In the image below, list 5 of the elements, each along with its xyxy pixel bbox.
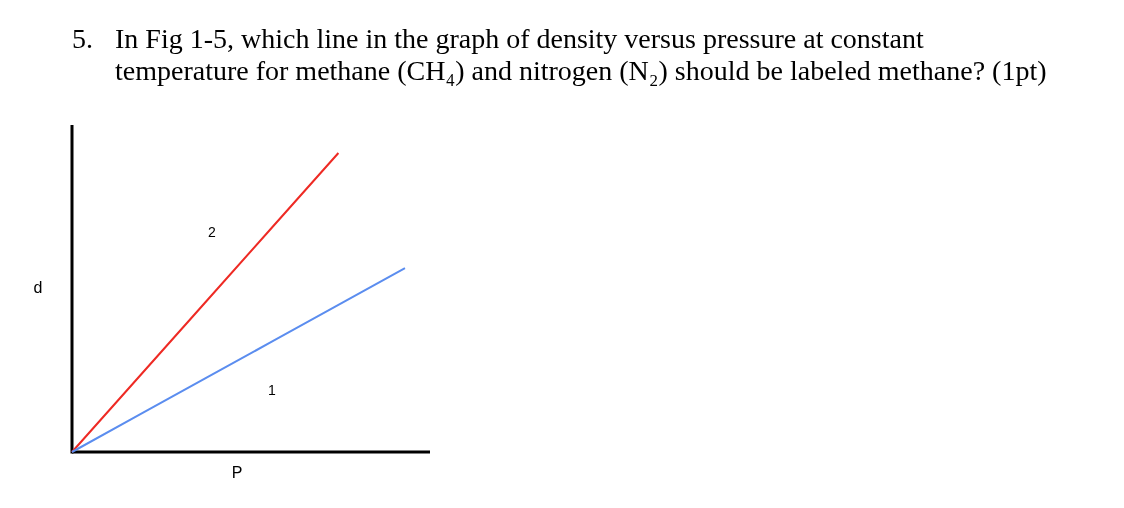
text: 5. In Fig 1-5, which line in the graph of density versus pressure at constant temperature for methane (CH₄) and nitrogen (N₂) should be labeled methane? (1pt)	[72, 23, 1047, 86]
x-axis-title: P	[231, 464, 243, 481]
text: 2	[207, 223, 216, 240]
text: 1	[267, 381, 276, 398]
y-axis-title: d	[33, 279, 43, 296]
